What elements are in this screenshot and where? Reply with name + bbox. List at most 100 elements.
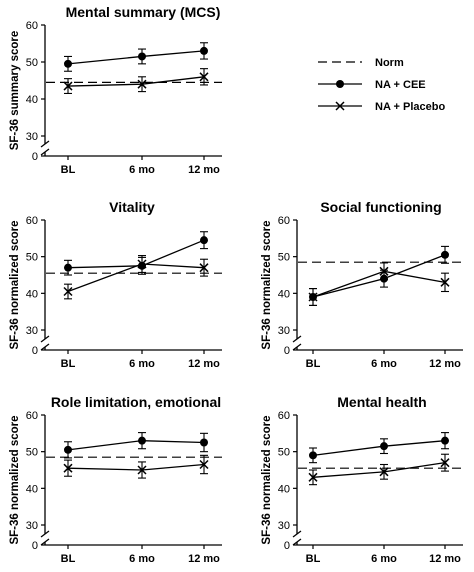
placebo-series-line [312, 270, 446, 298]
placebo-point [308, 292, 318, 302]
axis-break-mark [40, 148, 50, 156]
cee-point [64, 263, 72, 272]
y-tick-label: 60 [26, 215, 38, 227]
y-tick-label: 40 [278, 483, 290, 495]
placebo-point [137, 465, 147, 475]
chart-title: Social functioning [320, 199, 441, 215]
cee-point [441, 250, 449, 259]
chart-panel-2: Vitality SF-36 normalized score 0 30 40 50 60 B… [9, 199, 222, 370]
placebo-point [379, 266, 389, 276]
chart-title: Mental summary (MCS) [66, 4, 221, 20]
x-tick-label: 6 mo [371, 358, 397, 370]
placebo-marker-stroke [63, 81, 73, 91]
cee-point [200, 46, 208, 55]
axis-break-mark [292, 343, 302, 351]
axis-break-mark [40, 343, 50, 351]
x-tick-label: 6 mo [129, 553, 155, 565]
y-tick-label: 50 [26, 447, 38, 459]
y-tick-label: 60 [26, 410, 38, 422]
y-tick-label: 60 [278, 410, 290, 422]
y-tick-label: 50 [278, 252, 290, 264]
x-tick-label: 12 mo [188, 358, 220, 370]
placebo-marker-stroke [308, 472, 318, 482]
chart-title: Mental health [337, 394, 426, 410]
legend-label: NA + Placebo [375, 101, 445, 113]
cee-point [138, 52, 146, 61]
cee-point [380, 442, 388, 451]
y-tick-label: 50 [26, 57, 38, 69]
y-tick-label: 30 [26, 520, 38, 532]
placebo-point [63, 81, 73, 91]
x-tick-label: 12 mo [429, 553, 461, 565]
axis-break-mark [292, 530, 302, 538]
x-tick-label: 12 mo [188, 553, 220, 565]
legend-item-placebo: NA + Placebo [318, 101, 445, 113]
placebo-marker-stroke [63, 286, 73, 297]
y-tick-label: 50 [26, 252, 38, 264]
placebo-marker-stroke [308, 292, 318, 302]
x-tick-label: 6 mo [371, 553, 397, 565]
placebo-marker-stroke [199, 459, 209, 470]
cee-series-line [312, 440, 446, 456]
cee-series-line [67, 239, 205, 269]
axis-break-mark [292, 335, 302, 343]
axis-break-mark [40, 140, 50, 148]
legend-x-marker [335, 101, 345, 111]
chart-panel-5: Mental health SF-36 normalized score 0 30 40… [261, 394, 463, 565]
placebo-marker-stroke [440, 277, 450, 287]
cee-point [64, 59, 72, 68]
placebo-point [308, 472, 318, 482]
y-tick-label: 0 [284, 540, 290, 552]
cee-series-line [312, 254, 446, 298]
y-tick-label: 0 [32, 345, 38, 357]
y-axis-label: SF-36 normalized score [9, 415, 21, 544]
cee-series-line [67, 440, 205, 451]
y-axis-label: SF-36 normalized score [9, 220, 21, 349]
legend-circle-marker [336, 80, 344, 88]
placebo-point [63, 286, 73, 297]
x-tick-label: BL [61, 164, 76, 176]
placebo-point [137, 259, 147, 269]
placebo-marker-stroke [440, 458, 450, 468]
cee-series-line [67, 50, 205, 65]
placebo-point [137, 79, 147, 89]
placebo-series-line [67, 463, 205, 471]
placebo-marker-stroke [379, 266, 389, 276]
axis-break-mark [40, 335, 50, 343]
y-tick-label: 0 [284, 345, 290, 357]
y-axis-label: SF-36 normalized score [261, 415, 273, 544]
cee-point [200, 438, 208, 447]
y-tick-label: 30 [26, 325, 38, 337]
y-tick-label: 40 [26, 288, 38, 300]
placebo-marker-stroke [379, 467, 389, 477]
chart-panel-3: Social functioning SF-36 normalized score… [261, 199, 463, 370]
x-tick-label: BL [306, 553, 321, 565]
x-tick-label: BL [61, 553, 76, 565]
legend-label: NA + CEE [375, 79, 426, 91]
x-tick-label: BL [306, 358, 321, 370]
y-tick-label: 30 [278, 520, 290, 532]
axis-break-mark [40, 530, 50, 538]
y-tick-label: 30 [278, 325, 290, 337]
x-tick-label: 6 mo [129, 358, 155, 370]
y-tick-label: 60 [26, 20, 38, 32]
chart-title: Vitality [109, 199, 155, 215]
placebo-point [63, 463, 73, 473]
legend-label: Norm [375, 57, 404, 69]
y-tick-label: 40 [26, 94, 38, 106]
y-tick-label: 30 [26, 131, 38, 143]
cee-point [441, 436, 449, 445]
placebo-point [199, 459, 209, 470]
placebo-point [440, 277, 450, 287]
y-tick-label: 40 [26, 483, 38, 495]
placebo-marker-stroke [63, 463, 73, 473]
placebo-series-line [67, 263, 205, 293]
cee-point [138, 436, 146, 445]
placebo-marker-stroke [137, 465, 147, 475]
axis-break-mark [40, 538, 50, 546]
y-tick-label: 60 [278, 215, 290, 227]
x-tick-label: BL [61, 358, 76, 370]
chart-title: Role limitation, emotional [51, 394, 221, 410]
placebo-marker-stroke [199, 72, 209, 82]
